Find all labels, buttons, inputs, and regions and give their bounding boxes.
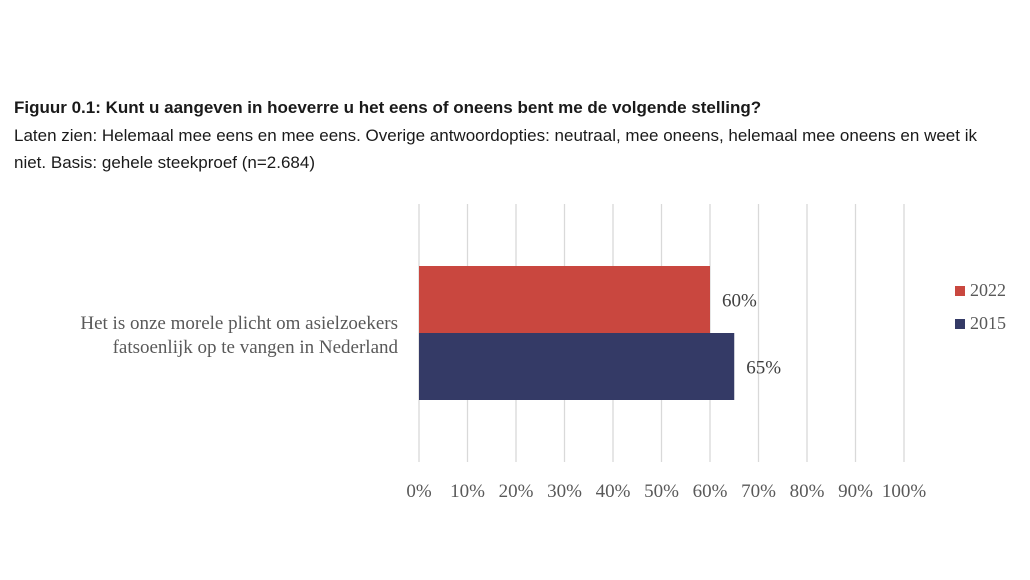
x-tick-label: 100% xyxy=(882,481,927,502)
legend-label-2022: 2022 xyxy=(970,280,1006,300)
x-tick-label: 80% xyxy=(790,481,825,502)
x-tick-label: 60% xyxy=(693,481,728,502)
x-tick-label: 50% xyxy=(644,481,679,502)
x-tick-label: 20% xyxy=(499,481,534,502)
data-label-2015: 65% xyxy=(746,358,781,379)
x-tick-label: 40% xyxy=(596,481,631,502)
x-tick-label: 70% xyxy=(741,481,776,502)
x-tick-label: 30% xyxy=(547,481,582,502)
data-label-2022: 60% xyxy=(722,291,757,312)
x-tick-label: 0% xyxy=(406,481,432,502)
category-label: fatsoenlijk op te vangen in Nederland xyxy=(113,337,399,358)
bar-2015 xyxy=(419,333,735,400)
legend-swatch-2022 xyxy=(955,286,965,296)
x-tick-label: 10% xyxy=(450,481,485,502)
bar-2022 xyxy=(419,266,710,333)
figure-subtitle: Laten zien: Helemaal mee eens en mee een… xyxy=(14,126,977,172)
figure-header: Figuur 0.1: Kunt u aangeven in hoeverre … xyxy=(14,96,1014,176)
category-label: Het is onze morele plicht om asielzoeker… xyxy=(80,313,398,334)
figure-title: Figuur 0.1: Kunt u aangeven in hoeverre … xyxy=(14,98,762,117)
legend-label-2015: 2015 xyxy=(970,313,1006,333)
x-tick-label: 90% xyxy=(838,481,873,502)
legend-swatch-2015 xyxy=(955,319,965,329)
